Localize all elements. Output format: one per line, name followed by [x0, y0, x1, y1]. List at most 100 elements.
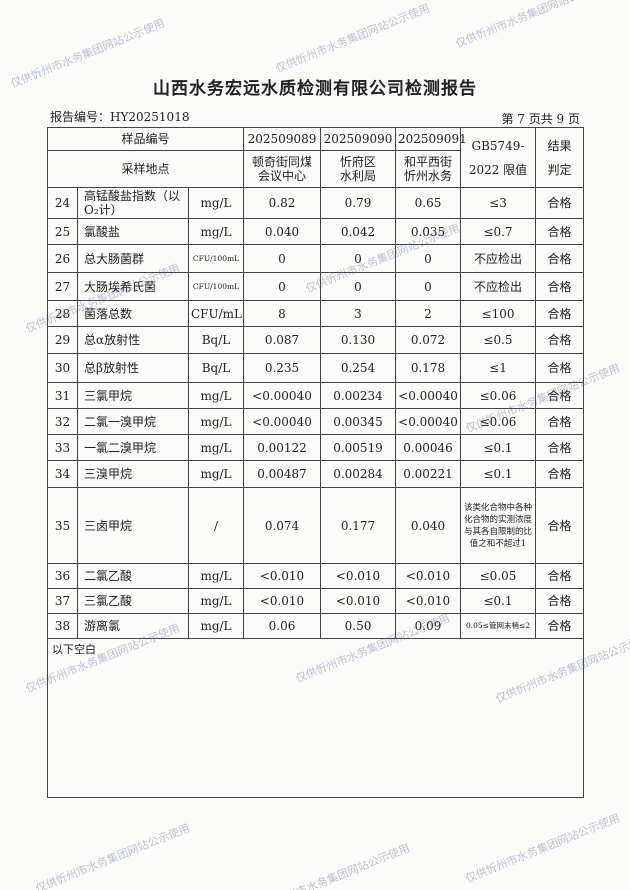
limit: ≤0.06	[460, 408, 536, 435]
item-no: 31	[47, 382, 78, 409]
unit: mg/L	[188, 460, 244, 488]
limit: ≤0.1	[460, 460, 536, 488]
value: 0	[395, 244, 461, 273]
site-line: 忻州水务	[403, 169, 452, 183]
site-line: 和平西街	[403, 155, 452, 169]
value: 2	[395, 300, 461, 327]
value: <0.00040	[395, 382, 461, 409]
item-no: 38	[47, 613, 78, 639]
item-name: 总β放射性	[77, 353, 189, 383]
value: 0.040	[395, 487, 461, 564]
limit: ≤0.06	[460, 382, 536, 409]
watermark: 仅供忻州市水务集团网站公示使用	[273, 1, 432, 76]
unit: Bq/L	[188, 326, 244, 354]
table-row: 31 三氯甲烷 mg/L <0.00040 0.00234 <0.00040 ≤0.06 合格	[47, 382, 584, 409]
watermark: 仅供忻州市水务集团网站公示使用	[253, 841, 412, 890]
site-line: 顿奇街同煤	[251, 155, 312, 169]
value: 0.087	[243, 326, 321, 354]
header-row-site: 采样地点 顿奇街同煤 会议中心 忻府区 水利局 和平西街 忻州水务	[47, 150, 584, 188]
limit: ≤100	[460, 300, 536, 327]
item-name: 氯酸盐	[77, 218, 189, 245]
value: 0.79	[320, 187, 396, 219]
item-name: 总α放射性	[77, 326, 189, 354]
result: 合格	[535, 434, 584, 461]
value: 0	[320, 244, 396, 273]
sample-no: 202509089	[243, 127, 321, 151]
unit: mg/L	[188, 563, 244, 589]
unit: /	[188, 487, 244, 564]
item-no: 33	[47, 434, 78, 461]
limit: 不应检出	[460, 244, 536, 273]
value: 0.65	[395, 187, 461, 219]
result: 合格	[535, 588, 584, 614]
result: 合格	[535, 326, 584, 354]
item-name: 三卤甲烷	[77, 487, 189, 564]
sample-no: 202509090	[320, 127, 396, 151]
value: 0.130	[320, 326, 396, 354]
unit: mg/L	[188, 434, 244, 461]
table-row: 33 一氯二溴甲烷 mg/L 0.00122 0.00519 0.00046 ≤0.1 合格	[47, 434, 584, 461]
table-row: 24 高锰酸盐指数（以O₂计） mg/L 0.82 0.79 0.65 ≤3 合格	[47, 187, 584, 219]
table-row: 38 游离氯 mg/L 0.06 0.50 0.09 0.05≤管网末梢≤2 合格	[47, 613, 584, 639]
unit: mg/L	[188, 382, 244, 409]
report-number: 报告编号：HY20251018	[50, 110, 190, 124]
item-name: 二氯一溴甲烷	[77, 408, 189, 435]
sample-no: 202509091	[395, 127, 467, 151]
limit: ≤3	[460, 187, 536, 219]
result-header-line: 结果	[547, 138, 572, 153]
value: 0.00345	[320, 408, 396, 435]
result: 合格	[535, 487, 584, 564]
result-header: 结果 判定	[535, 127, 584, 188]
unit: mg/L	[188, 187, 244, 219]
value: 0.00487	[243, 460, 321, 488]
table-row: 26 总大肠菌群 CFU/100mL 0 0 0 不应检出 合格	[47, 244, 584, 273]
site-line: 忻府区	[339, 155, 376, 169]
value: <0.010	[243, 588, 321, 614]
value: 0.235	[243, 353, 321, 383]
item-no: 37	[47, 588, 78, 614]
table-row: 35 三卤甲烷/0.074 0.177 0.040 该类化合物中各种化合物的实测浓度与其…	[47, 487, 584, 564]
result: 合格	[535, 613, 584, 639]
site: 顿奇街同煤 会议中心	[243, 150, 321, 188]
limit-header-line: 2022 限值	[468, 162, 528, 177]
value: 0.06	[243, 613, 321, 639]
item-name: 一氯二溴甲烷	[77, 434, 189, 461]
unit: CFU/100mL	[188, 272, 244, 301]
item-name: 总大肠菌群	[77, 244, 189, 273]
item-no: 25	[47, 218, 78, 245]
limit: ≤0.5	[460, 326, 536, 354]
item-name: 三溴甲烷	[77, 460, 189, 488]
item-name: 二氯乙酸	[77, 563, 189, 589]
unit: mg/L	[188, 613, 244, 639]
result: 合格	[535, 300, 584, 327]
value: <0.010	[395, 588, 461, 614]
unit: CFU/mL	[188, 300, 244, 327]
table-row: 32 二氯一溴甲烷 mg/L <0.00040 0.00345 <0.00040 ≤0.06…	[47, 408, 584, 435]
limit: ≤0.1	[460, 434, 536, 461]
limit: ≤0.05	[460, 563, 536, 589]
limit: ≤0.7	[460, 218, 536, 245]
result: 合格	[535, 353, 584, 383]
table-row: 34 三溴甲烷 mg/L 0.00487 0.00284 0.00221 ≤0.1 合格	[47, 460, 584, 488]
value: 0	[320, 272, 396, 301]
footer-note: 以下空白	[47, 638, 584, 798]
watermark: 仅供忻州市水务集团网站公示使用	[33, 821, 192, 890]
item-name: 大肠埃希氏菌	[77, 272, 189, 301]
item-no: 36	[47, 563, 78, 589]
value: <0.010	[320, 588, 396, 614]
item-no: 35	[47, 487, 78, 564]
item-no: 26	[47, 244, 78, 273]
site-line: 水利局	[339, 169, 376, 183]
item-no: 34	[47, 460, 78, 488]
item-no: 30	[47, 353, 78, 383]
item-no: 28	[47, 300, 78, 327]
limit-header: GB5749- 2022 限值	[460, 127, 536, 188]
results-table: 样品编号 202509089 202509090 202509091 GB574…	[47, 127, 584, 798]
report-title: 山西水务宏远水质检测有限公司检测报告	[153, 79, 477, 99]
unit: mg/L	[188, 588, 244, 614]
result: 合格	[535, 187, 584, 219]
value: 0.072	[395, 326, 461, 354]
table-row: 30 总β放射性 Bq/L 0.235 0.254 0.178 ≤1 合格	[47, 353, 584, 383]
table-row: 29 总α放射性 Bq/L 0.087 0.130 0.072 ≤0.5 合格	[47, 326, 584, 354]
